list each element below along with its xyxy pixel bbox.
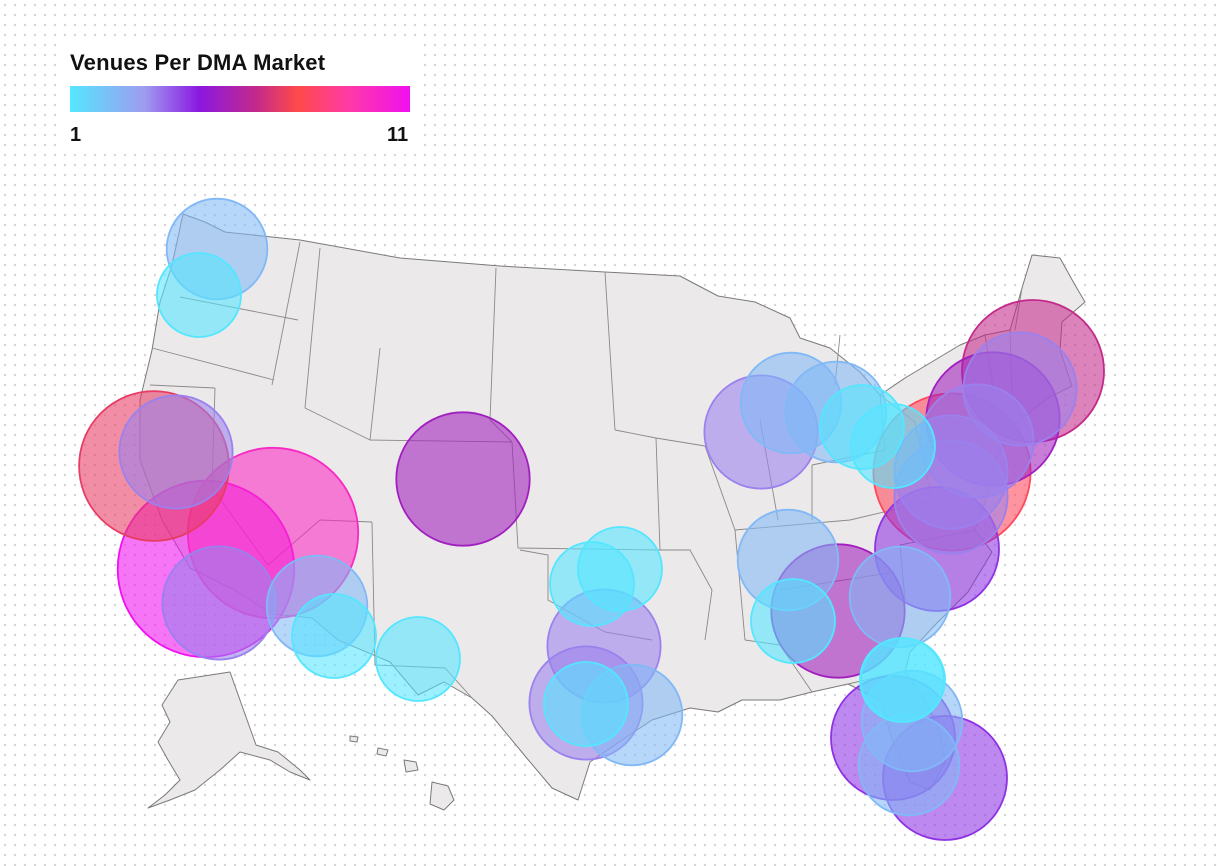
venue-bubbles: Los Angeles: 11Las Vegas: 10New York: 8S… bbox=[78, 197, 1105, 841]
bubble-west-palm-beach[interactable]: West Palm Beach: 2 bbox=[857, 713, 961, 817]
bubble-cleveland[interactable]: Cleveland: 1 bbox=[850, 403, 936, 489]
bubble-portland[interactable]: Portland: 1 bbox=[156, 252, 242, 338]
bubble-birmingham[interactable]: Birmingham: 1 bbox=[750, 578, 836, 664]
hawaii-maui bbox=[403, 759, 419, 773]
legend-min-label: 1 bbox=[70, 124, 82, 146]
bubble-denver[interactable]: Denver: 5 bbox=[395, 411, 531, 547]
legend-title: Venues Per DMA Market bbox=[70, 50, 326, 75]
hawaii-big-island bbox=[429, 781, 455, 811]
bubble-providence[interactable]: Providence: 3 bbox=[962, 331, 1078, 447]
bubble-jacksonville[interactable]: Jacksonville: 1 bbox=[859, 637, 945, 723]
hawaii-oahu bbox=[376, 747, 389, 757]
legend: Venues Per DMA Market 1 11 bbox=[60, 42, 422, 154]
bubble-el-paso[interactable]: El Paso: 1 bbox=[375, 616, 461, 702]
bubble-tulsa[interactable]: Tulsa: 1 bbox=[549, 541, 635, 627]
bubble-richmond[interactable]: Richmond: 2 bbox=[848, 545, 952, 649]
hawaii-kauai bbox=[349, 735, 359, 743]
alaska-shape bbox=[147, 671, 311, 809]
bubble-austin[interactable]: Austin: 1 bbox=[543, 661, 629, 747]
bubble-sacramento[interactable]: Sacramento: 3 bbox=[118, 394, 234, 510]
bubble-san-diego[interactable]: San Diego: 3 bbox=[161, 545, 277, 661]
bubble-tucson[interactable]: Tucson: 1 bbox=[291, 593, 377, 679]
legend-gradient-bar bbox=[70, 86, 410, 112]
legend-max-label: 11 bbox=[387, 124, 409, 146]
